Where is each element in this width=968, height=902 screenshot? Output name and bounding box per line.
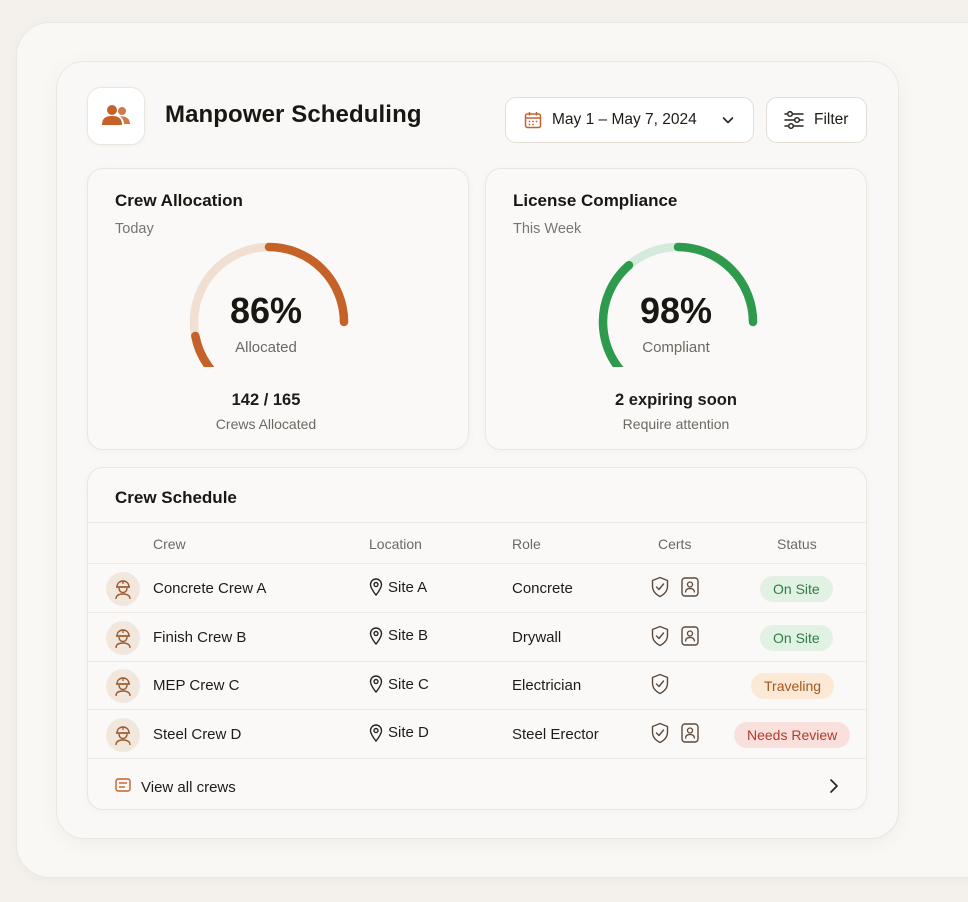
crew-role: Electrician: [512, 677, 582, 694]
card-title: Crew Allocation: [115, 191, 243, 210]
date-range-picker[interactable]: May 1 – May 7, 2024: [505, 97, 754, 143]
crew-certs: [650, 673, 670, 695]
column-header-status: Status: [777, 536, 817, 552]
app-logo: [87, 87, 145, 145]
shield-check-icon[interactable]: [650, 673, 670, 695]
worker-avatar: [106, 572, 140, 606]
allocation-percent: 86%: [229, 290, 303, 331]
location-label: Site B: [388, 627, 429, 644]
allocation-percent-label: Allocated: [235, 339, 297, 356]
crew-allocation-card: Crew Allocation Today 86% Allocated 142 …: [87, 168, 469, 450]
compliance-percent: 98%: [639, 290, 713, 331]
table-header: Crew Location Role Certs Status: [88, 522, 866, 564]
gauge-value-arc: [673, 242, 758, 327]
allocation-count: 142 / 165: [231, 391, 301, 409]
crew-certs: [650, 625, 700, 647]
crew-schedule-card: Crew Schedule Crew Location Role Certs S…: [87, 467, 867, 810]
crew-name: MEP Crew C: [153, 677, 240, 694]
compliance-percent-label: Compliant: [642, 339, 710, 356]
id-badge-icon[interactable]: [680, 722, 700, 744]
page-title: Manpower Scheduling: [165, 101, 422, 128]
location-label: Site A: [388, 578, 428, 596]
hard-hat-worker-icon: [115, 725, 131, 745]
column-header-certs: Certs: [658, 536, 692, 552]
compliance-expiring-label: Require attention: [622, 416, 730, 432]
worker-avatar: [106, 620, 140, 655]
hard-hat-worker-icon: [115, 677, 131, 697]
filter-label: Filter: [814, 111, 849, 128]
shield-check-icon[interactable]: [650, 722, 670, 744]
crew-location: Site B: [369, 626, 429, 645]
shield-check-icon[interactable]: [650, 576, 670, 598]
hard-hat-worker-icon: [115, 580, 131, 600]
column-header-location: Location: [369, 536, 422, 552]
chevron-down-icon: [722, 117, 734, 124]
status-badge: Needs Review: [734, 721, 851, 748]
id-badge-icon[interactable]: [680, 576, 700, 598]
crew-certs: [650, 576, 700, 598]
calendar-icon: [524, 112, 542, 129]
crew-name: Concrete Crew A: [153, 580, 267, 597]
users-icon: [102, 105, 130, 125]
crew-role: Concrete: [512, 580, 573, 597]
view-all-crews-label: View all crews: [141, 779, 236, 796]
column-header-crew: Crew: [153, 536, 186, 552]
compliance-expiring: 2 expiring soon: [615, 391, 737, 409]
column-header-role: Role: [512, 536, 541, 552]
table-row[interactable]: Concrete Crew A Site A Concrete On Site: [88, 564, 866, 613]
card-period: Today: [115, 221, 154, 237]
map-pin-icon: [369, 675, 383, 693]
license-compliance-card: License Compliance This Week 98% Complia…: [485, 168, 867, 450]
hard-hat-worker-icon: [115, 628, 131, 648]
location-label: Site C: [388, 675, 429, 693]
crew-certs: [650, 722, 700, 744]
view-all-crews-link[interactable]: View all crews: [88, 762, 866, 810]
chevron-right-icon: [830, 779, 838, 793]
compliance-gauge: [598, 242, 758, 367]
crew-role: Steel Erector: [512, 725, 599, 743]
card-title: License Compliance: [513, 191, 678, 210]
crew-name: Steel Crew D: [153, 725, 242, 743]
allocation-count-label: Crews Allocated: [215, 416, 317, 432]
status-badge: On Site: [760, 576, 833, 602]
list-icon: [115, 778, 131, 792]
sliders-icon: [784, 111, 804, 129]
map-pin-icon: [369, 723, 383, 742]
status-badge: On Site: [760, 624, 833, 651]
worker-avatar: [106, 669, 140, 703]
page-header: Manpower Scheduling May 1 – May 7, 2024 …: [87, 87, 867, 147]
shield-check-icon[interactable]: [650, 625, 670, 647]
filter-button[interactable]: Filter: [766, 97, 867, 143]
table-row[interactable]: Finish Crew B Site B Drywall On Site: [88, 613, 866, 662]
worker-avatar: [106, 717, 140, 752]
crew-location: Site A: [369, 578, 427, 596]
allocation-gauge: [189, 242, 349, 367]
crew-location: Site C: [369, 675, 429, 693]
table-row[interactable]: Steel Crew D Site D Steel Erector Needs Rev…: [88, 710, 866, 759]
status-badge: Traveling: [751, 673, 835, 699]
card-title: Crew Schedule: [115, 488, 237, 507]
gauge-value-arc-lower: [598, 260, 634, 367]
card-period: This Week: [513, 221, 582, 237]
date-range-label: May 1 – May 7, 2024: [552, 111, 697, 128]
map-pin-icon: [369, 626, 383, 645]
id-badge-icon[interactable]: [680, 625, 700, 647]
location-label: Site D: [388, 724, 429, 741]
crew-name: Finish Crew B: [153, 628, 247, 646]
table-row[interactable]: MEP Crew C Site C Electrician Traveling: [88, 661, 866, 710]
crew-location: Site D: [369, 723, 429, 742]
crew-role: Drywall: [512, 628, 562, 646]
gauge-value-arc: [264, 242, 349, 327]
map-pin-icon: [369, 578, 383, 596]
gauge-value-arc-lower: [191, 331, 215, 367]
